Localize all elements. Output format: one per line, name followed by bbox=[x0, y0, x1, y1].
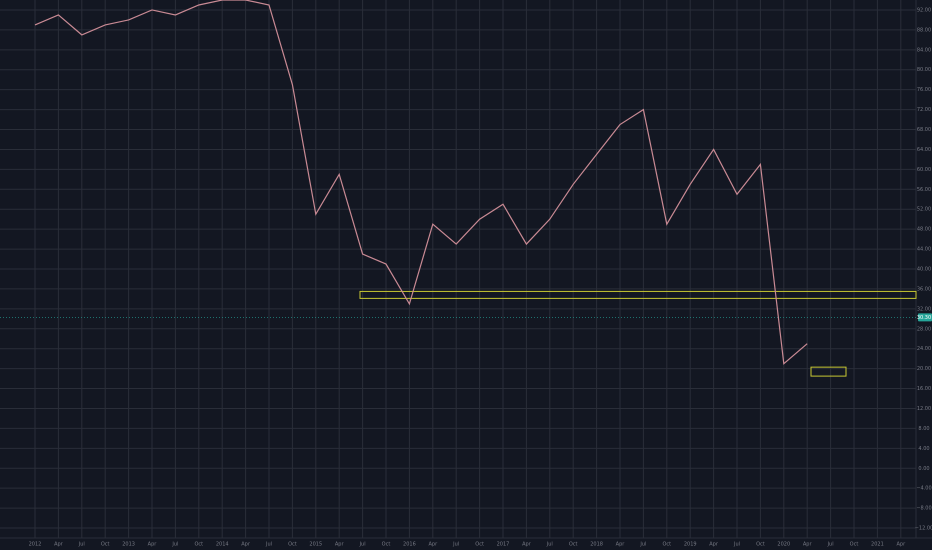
x-tick-label: Jul bbox=[639, 542, 646, 548]
x-tick-label: Apr bbox=[148, 542, 158, 548]
x-tick-label: Apr bbox=[896, 542, 906, 548]
y-tick-label: 76.00 bbox=[917, 87, 931, 93]
x-tick-label: Apr bbox=[803, 542, 813, 548]
x-tick-label: Oct bbox=[288, 542, 297, 548]
y-tick-label: 92.00 bbox=[917, 7, 931, 13]
x-tick-label: 2019 bbox=[684, 542, 697, 548]
x-tick-label: Jul bbox=[171, 542, 178, 548]
x-tick-label: 2016 bbox=[403, 542, 416, 548]
x-tick-label: 2015 bbox=[309, 542, 322, 548]
x-tick-label: Jul bbox=[78, 542, 85, 548]
zone bbox=[359, 290, 917, 299]
last-price-label: 30.30 bbox=[917, 315, 931, 321]
x-tick-label: Jul bbox=[733, 542, 740, 548]
y-tick-label: 32.00 bbox=[917, 306, 931, 312]
y-tick-label: 16.00 bbox=[917, 386, 931, 392]
y-tick-label: 4.00 bbox=[918, 446, 929, 452]
x-tick-label: Apr bbox=[522, 542, 532, 548]
x-tick-label: Oct bbox=[850, 542, 859, 548]
y-tick-label: 8.00 bbox=[918, 426, 929, 432]
zone bbox=[810, 366, 847, 377]
x-tick-label: Apr bbox=[709, 542, 719, 548]
x-tick-label: Apr bbox=[241, 542, 251, 548]
x-tick-label: Jul bbox=[546, 542, 553, 548]
y-tick-label: 64.00 bbox=[917, 147, 931, 153]
y-tick-label: 84.00 bbox=[917, 47, 931, 53]
y-tick-label: 48.00 bbox=[917, 227, 931, 233]
y-tick-label: 72.00 bbox=[917, 107, 931, 113]
y-tick-label: 56.00 bbox=[917, 187, 931, 193]
price-line bbox=[34, 0, 808, 365]
x-tick-label: Apr bbox=[335, 542, 345, 548]
x-tick-label: Jul bbox=[827, 542, 834, 548]
x-tick-label: Oct bbox=[569, 542, 578, 548]
x-tick-label: Apr bbox=[54, 542, 64, 548]
x-tick-label: 2017 bbox=[497, 542, 510, 548]
y-tick-label: 60.00 bbox=[917, 167, 931, 173]
x-tick-label: Oct bbox=[662, 542, 671, 548]
y-tick-label: 12.00 bbox=[917, 406, 931, 412]
x-tick-label: 2013 bbox=[122, 542, 135, 548]
y-tick-label: −12.00 bbox=[915, 526, 932, 532]
y-tick-label: 68.00 bbox=[917, 127, 931, 133]
x-tick-label: 2020 bbox=[777, 542, 790, 548]
x-tick-label: Oct bbox=[382, 542, 391, 548]
x-tick-label: Oct bbox=[475, 542, 484, 548]
y-tick-label: 40.00 bbox=[917, 267, 931, 273]
x-tick-label: 2021 bbox=[871, 542, 884, 548]
x-tick-label: Jul bbox=[265, 542, 272, 548]
x-tick-label: 2018 bbox=[590, 542, 603, 548]
x-tick-label: 2012 bbox=[29, 542, 42, 548]
y-tick-label: −8.00 bbox=[916, 506, 931, 512]
y-tick-label: 24.00 bbox=[917, 346, 931, 352]
x-tick-label: Oct bbox=[194, 542, 203, 548]
y-tick-label: 36.00 bbox=[917, 286, 931, 292]
x-tick-label: Jul bbox=[452, 542, 459, 548]
y-tick-label: −4.00 bbox=[916, 486, 931, 492]
y-tick-label: 52.00 bbox=[917, 207, 931, 213]
y-tick-label: 88.00 bbox=[917, 27, 931, 33]
x-tick-label: Oct bbox=[756, 542, 765, 548]
x-tick-label: Apr bbox=[616, 542, 626, 548]
y-tick-label: 80.00 bbox=[917, 67, 931, 73]
x-tick-label: Oct bbox=[101, 542, 110, 548]
y-tick-label: 28.00 bbox=[917, 326, 931, 332]
y-tick-label: 44.00 bbox=[917, 247, 931, 253]
y-tick-label: 0.00 bbox=[918, 466, 929, 472]
x-tick-label: 2014 bbox=[216, 542, 229, 548]
x-tick-label: Jul bbox=[359, 542, 366, 548]
y-tick-label: 20.00 bbox=[917, 366, 931, 372]
last-price-tag bbox=[918, 313, 932, 322]
x-tick-label: Apr bbox=[428, 542, 438, 548]
